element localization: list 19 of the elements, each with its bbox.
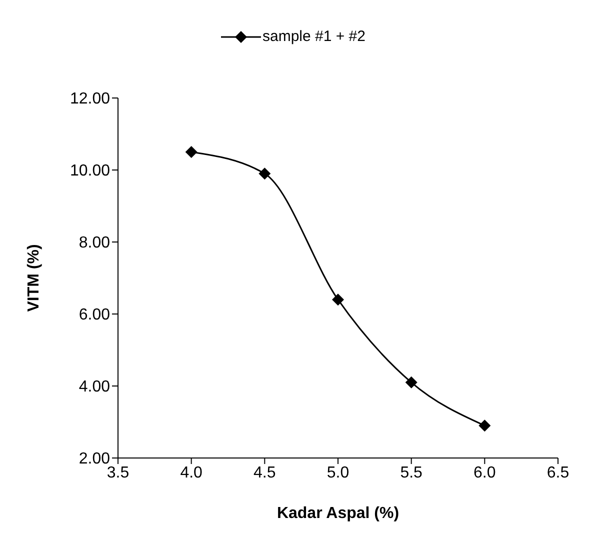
y-tick-label: 4.00 [78, 378, 110, 396]
legend-label: sample #1 + #2 [262, 28, 366, 45]
point [258, 168, 271, 180]
x-tick-label: 5.5 [400, 464, 423, 482]
x-tick-label: 6.0 [474, 464, 496, 482]
x-tick-label: 6.5 [546, 464, 570, 482]
y-axis-title: VITM (%) [26, 244, 43, 312]
x-tick-label: 5.0 [326, 464, 350, 482]
point [332, 294, 344, 306]
y-tick-label: 8.00 [78, 234, 110, 252]
point [405, 376, 418, 388]
x-axis-title: Kadar Aspal (%) [276, 505, 400, 522]
point [478, 420, 491, 432]
x-tick-label: 4.5 [254, 464, 276, 482]
x-tick-label: 4.0 [180, 464, 203, 482]
y-tick-label: 12.00 [70, 90, 110, 108]
point [185, 146, 198, 158]
y-tick-label: 6.00 [78, 306, 110, 324]
y-tick-label: 10.00 [70, 162, 110, 180]
